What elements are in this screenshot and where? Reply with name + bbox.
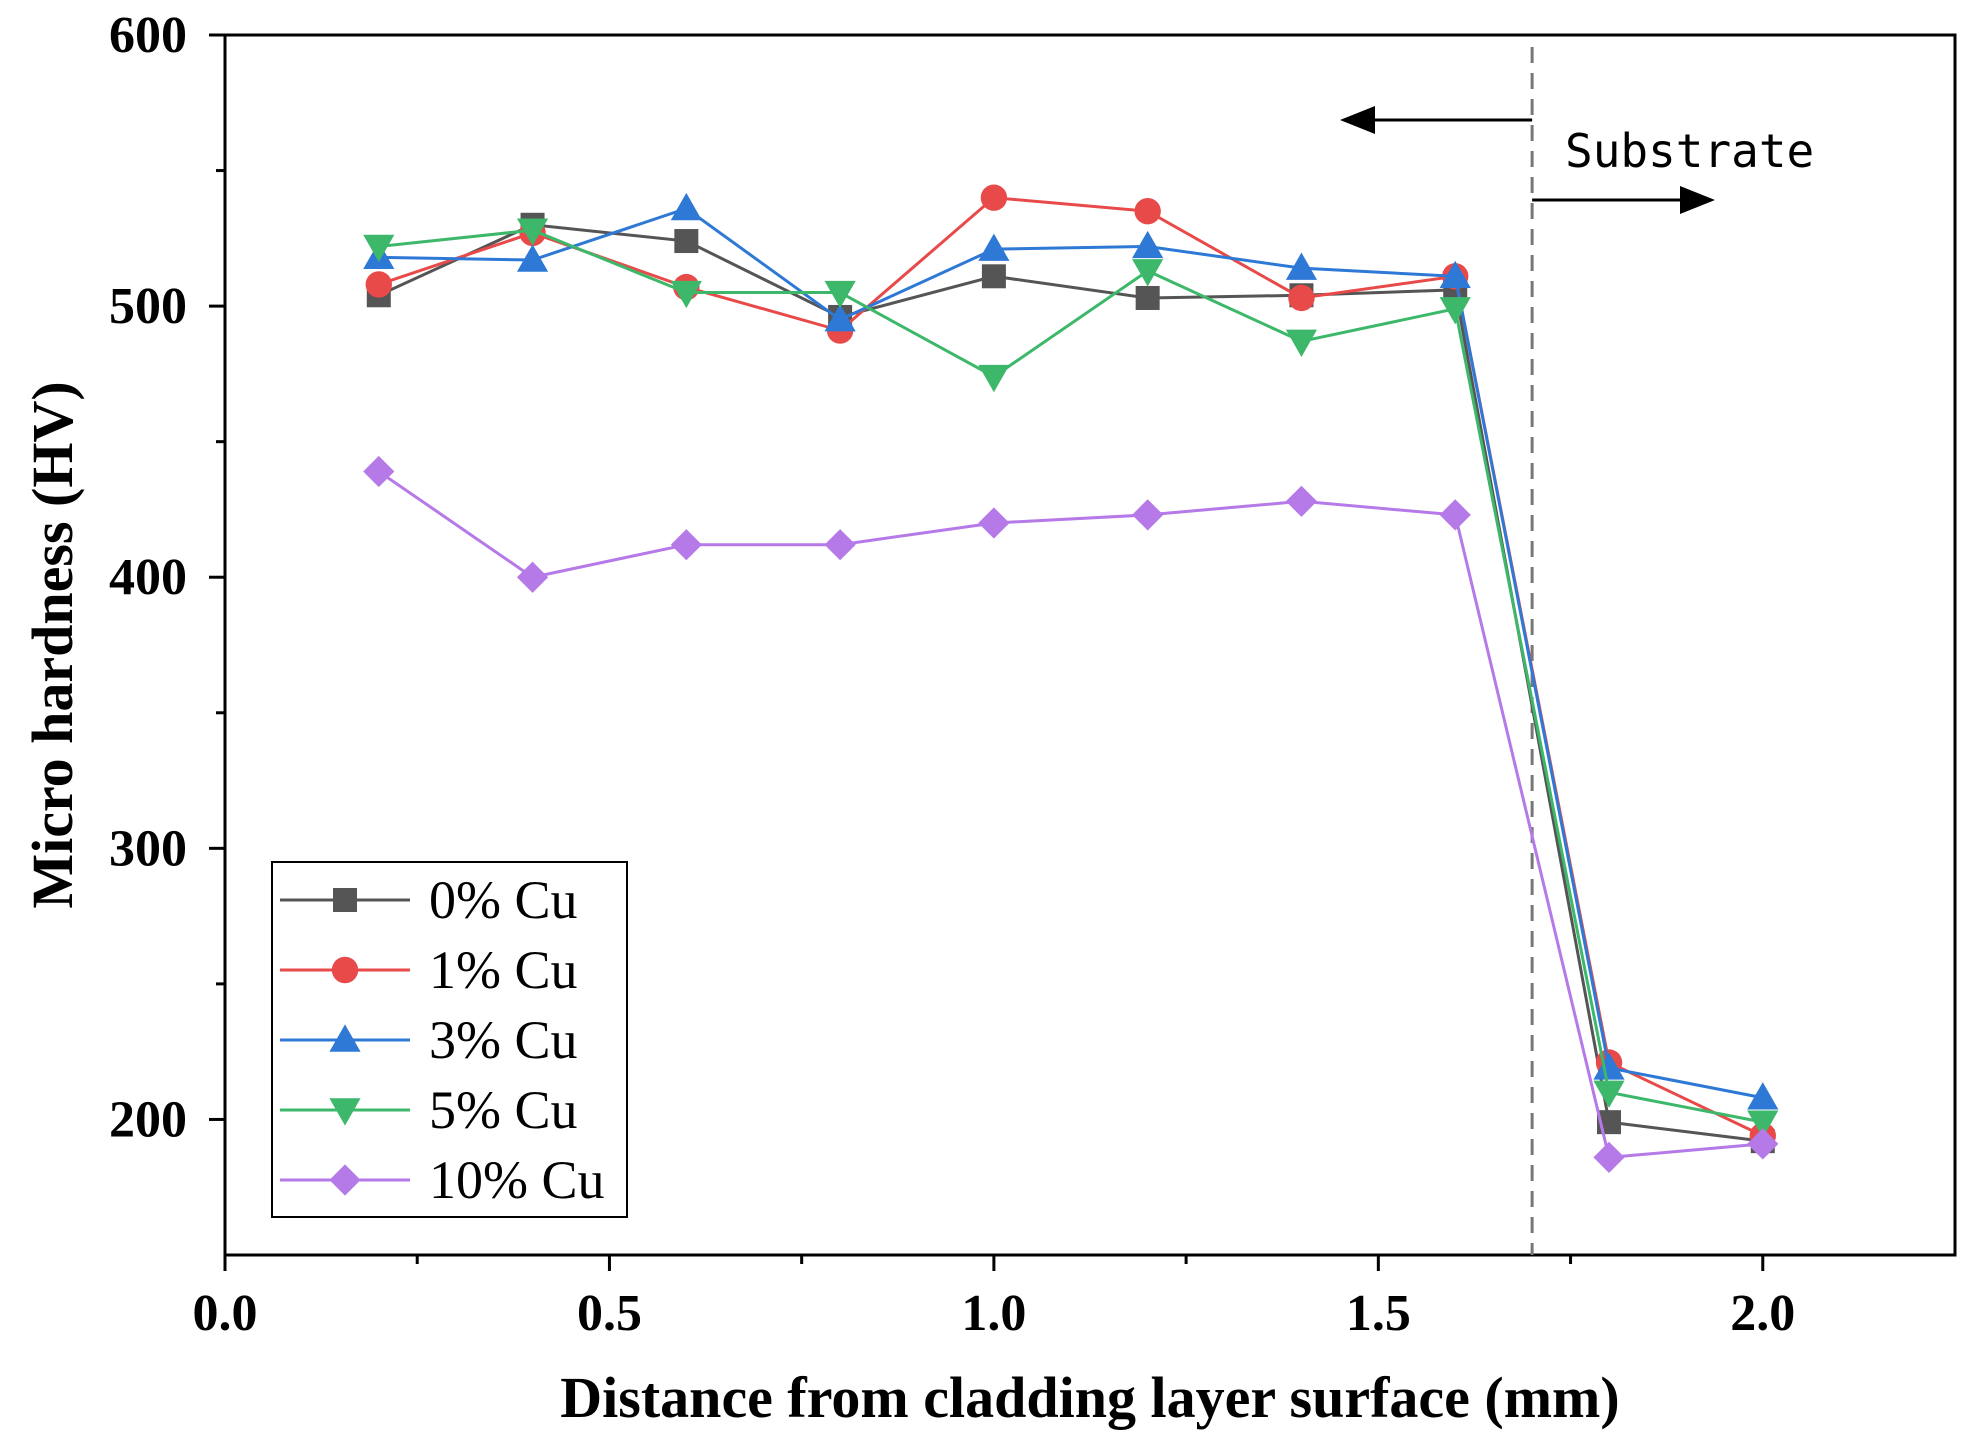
data-point-10-pct-cu (978, 507, 1010, 539)
data-point-1-pct-cu (980, 184, 1008, 211)
legend-marker-0-pct-cu (333, 888, 357, 912)
y-tick-label: 500 (109, 278, 187, 335)
data-point-5-pct-cu (1593, 1080, 1625, 1108)
data-point-3-pct-cu (516, 244, 549, 272)
y-tick-label: 400 (109, 549, 187, 606)
data-point-5-pct-cu (516, 218, 549, 246)
data-point-1-pct-cu (365, 271, 392, 298)
y-axis-title: Micro hardness (HV) (20, 381, 85, 908)
legend-label-0-pct-cu: 0% Cu (429, 870, 578, 930)
data-point-3-pct-cu (670, 192, 702, 221)
plot-frame (223, 33, 1957, 1257)
series-3-pct-cu (363, 192, 1779, 1110)
data-point-3-pct-cu (824, 304, 856, 332)
data-point-1-pct-cu (1288, 284, 1315, 312)
legend-marker-1-pct-cu (331, 956, 359, 984)
data-point-3-pct-cu (1132, 230, 1164, 259)
data-point-0-pct-cu (1135, 285, 1160, 310)
data-point-3-pct-cu (1747, 1082, 1779, 1110)
axes: 0.0 0.5 1.0 1.5 2.0 200 300 400 500 600 (109, 7, 1957, 1342)
data-point-5-pct-cu (824, 280, 856, 309)
legend-label-5-pct-cu: 5% Cu (429, 1080, 578, 1140)
legend-marker-5-pct-cu (329, 1098, 361, 1126)
data-point-10-pct-cu (824, 529, 856, 561)
data-point-10-pct-cu (1285, 485, 1318, 517)
data-point-10-pct-cu (1439, 499, 1471, 531)
boundary-annotation: Substrate (1340, 47, 1814, 1255)
series-5-pct-cu (363, 218, 1779, 1138)
data-point-0-pct-cu (674, 229, 699, 254)
data-point-5-pct-cu (1747, 1110, 1779, 1138)
data-point-3-pct-cu (978, 233, 1010, 261)
data-point-3-pct-cu (1439, 260, 1471, 288)
x-tick-label: 2.0 (1730, 1285, 1795, 1342)
legend-label-1-pct-cu: 1% Cu (429, 940, 578, 1000)
x-tick-label: 0.5 (577, 1285, 642, 1342)
series-line-3-pct-cu (378, 206, 1764, 1100)
x-tick-label: 1.5 (1346, 1285, 1411, 1342)
substrate-label: Substrate (1565, 124, 1814, 178)
data-point-5-pct-cu (363, 234, 395, 263)
legend-marker-3-pct-cu (329, 1024, 361, 1052)
legend-label-10-pct-cu: 10% Cu (429, 1150, 605, 1210)
data-point-5-pct-cu (1285, 329, 1318, 357)
y-tick-label: 200 (109, 1091, 187, 1148)
data-point-10-pct-cu (516, 561, 549, 593)
data-point-5-pct-cu (1439, 297, 1471, 325)
data-point-10-pct-cu (363, 455, 395, 488)
legend-marker-10-pct-cu (329, 1164, 361, 1196)
data-point-3-pct-cu (1593, 1052, 1625, 1080)
data-point-0-pct-cu (981, 264, 1006, 289)
legend: 0% Cu 1% Cu 3% Cu 5% Cu 10% Cu (271, 861, 628, 1218)
data-point-10-pct-cu (1132, 499, 1164, 531)
data-point-1-pct-cu (1134, 198, 1161, 225)
x-tick-label: 0.0 (193, 1285, 258, 1342)
y-tick-label: 300 (109, 820, 187, 877)
data-point-5-pct-cu (1132, 259, 1164, 287)
series-line-10-pct-cu (377, 470, 1763, 1160)
x-axis-title: Distance from cladding layer surface (mm… (560, 1365, 1619, 1430)
legend-label-3-pct-cu: 3% Cu (429, 1010, 578, 1070)
data-point-10-pct-cu (670, 529, 702, 561)
x-tick-label: 1.0 (961, 1285, 1026, 1342)
data-point-5-pct-cu (978, 364, 1010, 393)
y-tick-label: 600 (109, 7, 187, 64)
data-series (363, 184, 1779, 1173)
series-10-pct-cu (363, 455, 1779, 1173)
left-arrow-head (1340, 106, 1375, 134)
data-point-3-pct-cu (1285, 252, 1318, 280)
right-arrow-head (1680, 186, 1715, 214)
data-point-5-pct-cu (670, 280, 702, 309)
data-point-10-pct-cu (1747, 1128, 1779, 1160)
series-line-5-pct-cu (378, 228, 1764, 1124)
data-point-10-pct-cu (1593, 1141, 1625, 1173)
